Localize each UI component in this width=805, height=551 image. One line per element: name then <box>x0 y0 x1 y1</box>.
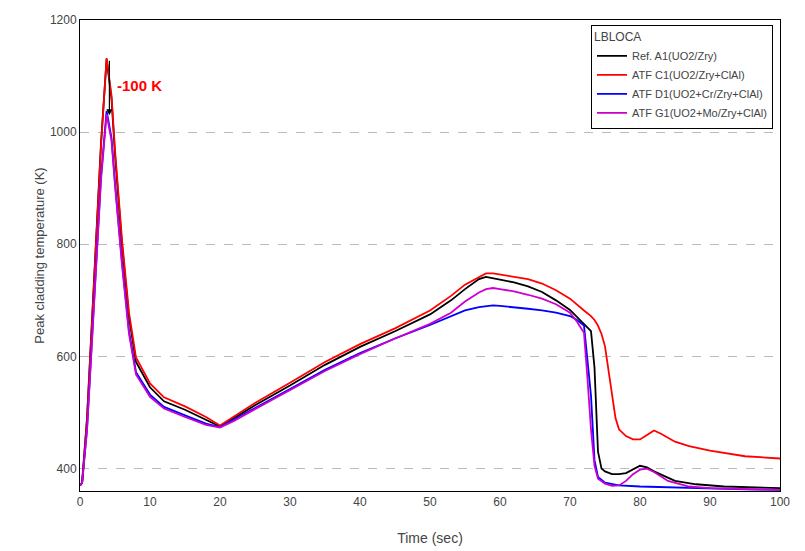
svg-text:Ref. A1(UO2/Zry): Ref. A1(UO2/Zry) <box>632 50 717 62</box>
svg-text:800: 800 <box>57 237 77 251</box>
svg-text:40: 40 <box>353 495 367 509</box>
svg-text:80: 80 <box>633 495 647 509</box>
svg-text:100: 100 <box>770 495 790 509</box>
svg-text:70: 70 <box>563 495 577 509</box>
svg-text:ATF C1(UO2/Zry+ClAl): ATF C1(UO2/Zry+ClAl) <box>632 69 745 81</box>
svg-text:30: 30 <box>283 495 297 509</box>
svg-text:400: 400 <box>57 462 77 476</box>
svg-text:ATF G1(UO2+Mo/Zry+ClAl): ATF G1(UO2+Mo/Zry+ClAl) <box>632 107 767 119</box>
svg-text:10: 10 <box>143 495 157 509</box>
svg-text:60: 60 <box>493 495 507 509</box>
svg-text:50: 50 <box>423 495 437 509</box>
svg-text:ATF D1(UO2+Cr/Zry+ClAl): ATF D1(UO2+Cr/Zry+ClAl) <box>632 88 763 100</box>
svg-text:1200: 1200 <box>50 13 77 27</box>
svg-text:0: 0 <box>77 495 84 509</box>
svg-text:Peak cladding temperature (K): Peak cladding temperature (K) <box>32 167 47 343</box>
svg-text:-100 K: -100 K <box>117 77 162 94</box>
svg-text:600: 600 <box>57 350 77 364</box>
svg-text:LBLOCA: LBLOCA <box>594 30 641 44</box>
svg-text:1000: 1000 <box>50 125 77 139</box>
svg-text:20: 20 <box>213 495 227 509</box>
svg-text:90: 90 <box>703 495 717 509</box>
svg-text:Time (sec): Time (sec) <box>397 530 463 546</box>
